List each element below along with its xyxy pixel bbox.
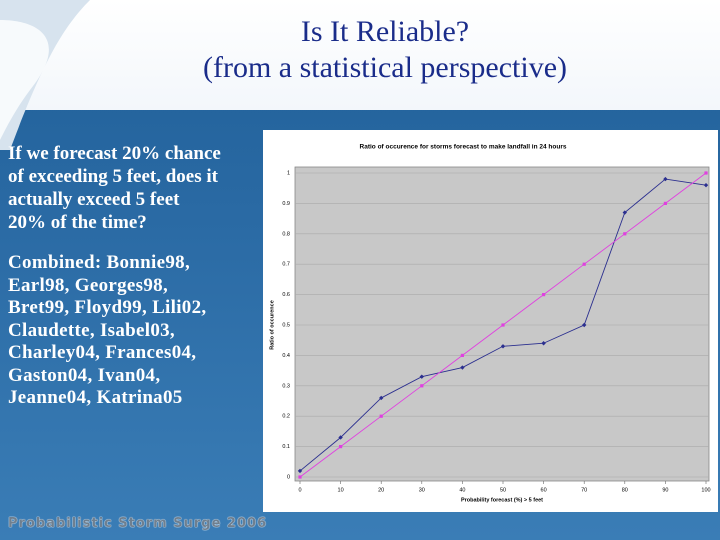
question-line: 20% of the time? <box>8 212 147 233</box>
marker <box>460 365 465 370</box>
x-tick-label: 10 <box>338 487 344 493</box>
storm-line: Earl98, Georges98, <box>8 274 169 296</box>
y-tick-label: 0.8 <box>282 231 290 237</box>
x-axis-label: Probability forecast (%) > 5 feet <box>461 497 543 503</box>
y-tick-label: 0 <box>287 474 290 480</box>
x-tick-label: 40 <box>459 487 465 493</box>
marker <box>460 353 464 357</box>
y-tick-label: 0.6 <box>282 292 290 298</box>
storm-line: Bret99, Floyd99, Lili02, <box>8 297 207 318</box>
footer: Probabilistic Storm Surge 2006 <box>8 516 268 531</box>
question-line: actually exceed 5 feet <box>8 189 180 210</box>
storm-line: Jeanne04, Katrina05 <box>8 387 183 408</box>
x-tick-label: 0 <box>298 487 301 493</box>
x-tick-label: 60 <box>541 487 547 493</box>
marker <box>339 445 343 449</box>
storm-line: Claudette, Isabel03, <box>8 319 175 341</box>
marker <box>541 341 546 346</box>
slide-title: Is It Reliable? (from a statistical pers… <box>100 14 670 86</box>
x-tick-label: 90 <box>662 487 668 493</box>
title-line: (from a statistical perspective) <box>202 51 567 84</box>
x-tick-label: 70 <box>581 487 587 493</box>
marker <box>663 176 668 182</box>
y-axis-label: Ratio of occurence <box>269 300 275 350</box>
marker <box>582 262 586 266</box>
x-tick-label: 30 <box>419 487 425 493</box>
storm-line: Charley04, Frances04, <box>8 342 197 363</box>
storm-line: Combined: Bonnie98, <box>8 252 191 273</box>
x-tick-label: 20 <box>378 487 384 493</box>
marker <box>379 395 384 401</box>
question-line: If we forecast 20% chance <box>8 143 221 164</box>
marker <box>338 435 343 440</box>
y-tick-label: 0.7 <box>282 262 290 268</box>
y-tick-label: 0.3 <box>282 383 290 389</box>
marker <box>663 201 667 205</box>
chart-title: Ratio of occurence for storms forecast t… <box>360 144 567 151</box>
y-tick-label: 1 <box>287 170 290 176</box>
marker <box>379 414 383 418</box>
x-tick-label: 50 <box>500 487 506 493</box>
marker <box>501 323 505 327</box>
y-tick-label: 0.9 <box>282 201 290 207</box>
title-line: Is It Reliable? <box>300 15 470 48</box>
y-tick-label: 0.1 <box>282 444 290 450</box>
y-tick-label: 0.5 <box>282 322 290 328</box>
marker <box>542 293 546 297</box>
storm-line: Gaston04, Ivan04, <box>8 364 161 386</box>
marker <box>420 384 424 388</box>
marker <box>623 232 627 236</box>
storm-list: Combined: Bonnie98, Earl98, Georges98, Bre… <box>8 252 206 410</box>
question-line: of exceeding 5 feet, does it <box>8 166 218 187</box>
chart: Ratio of occurence for storms forecast t… <box>263 130 718 512</box>
x-tick-label: 80 <box>622 487 628 493</box>
header-band <box>0 0 720 110</box>
logo-swoosh <box>0 0 90 150</box>
x-tick-label: 100 <box>701 487 710 493</box>
y-tick-label: 0.2 <box>282 414 290 420</box>
marker <box>419 374 424 379</box>
marker <box>703 182 709 188</box>
marker <box>582 322 587 328</box>
marker <box>704 171 708 175</box>
question: If we forecast 20% chance of exceeding 5 … <box>8 142 221 234</box>
y-tick-label: 0.4 <box>282 353 290 359</box>
marker <box>297 468 303 474</box>
marker <box>298 475 302 479</box>
